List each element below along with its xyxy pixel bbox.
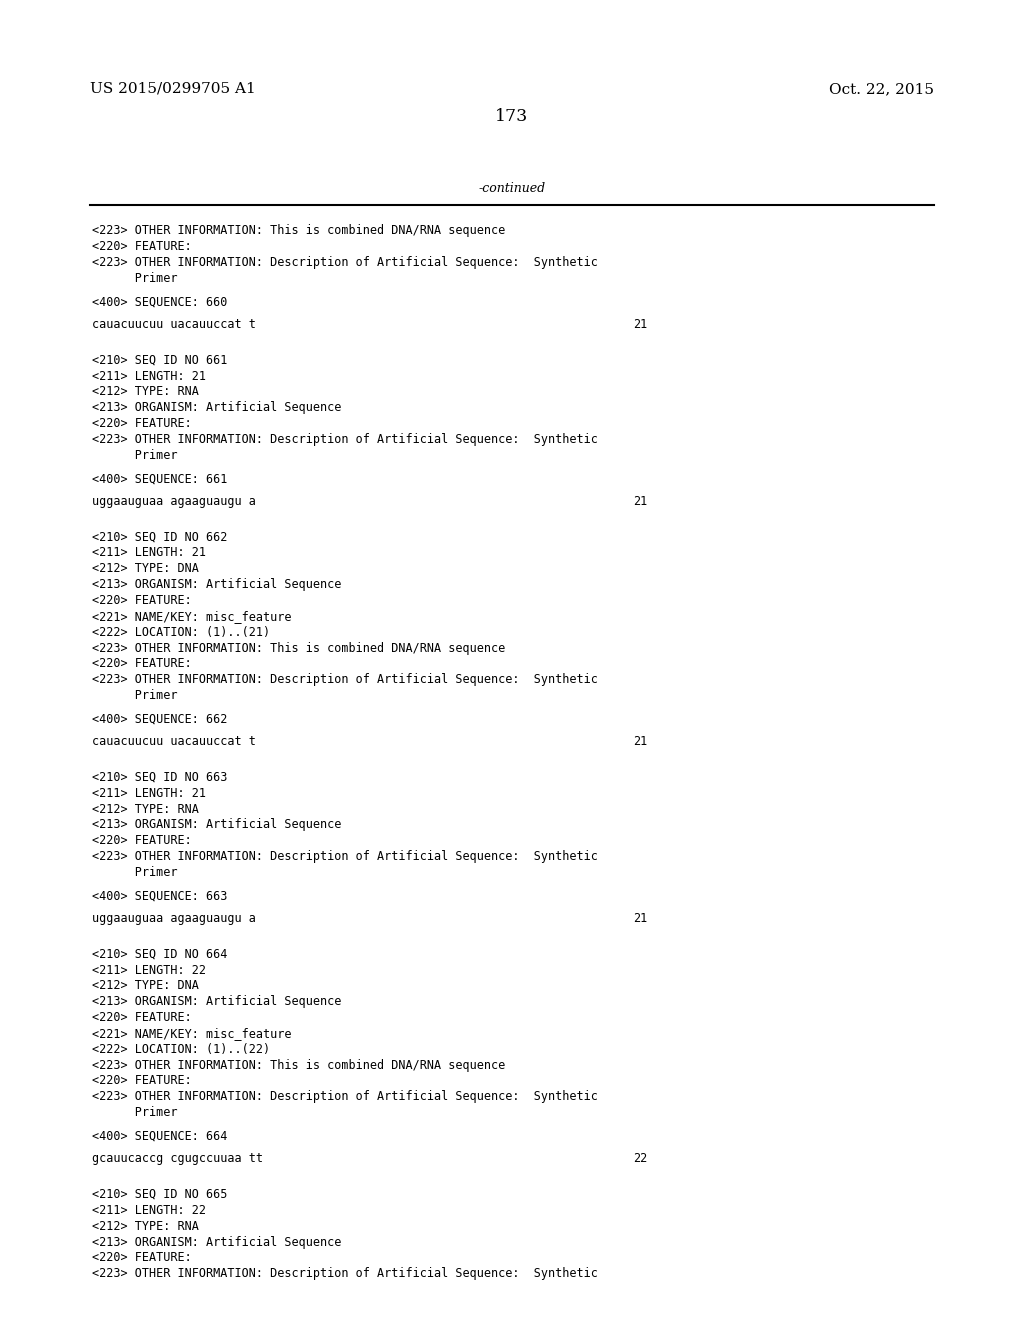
Text: <213> ORGANISM: Artificial Sequence: <213> ORGANISM: Artificial Sequence	[92, 818, 342, 832]
Text: <400> SEQUENCE: 663: <400> SEQUENCE: 663	[92, 890, 227, 903]
Text: 21: 21	[633, 318, 647, 331]
Text: <223> OTHER INFORMATION: Description of Artificial Sequence:  Synthetic: <223> OTHER INFORMATION: Description of …	[92, 433, 598, 446]
Text: 21: 21	[633, 495, 647, 508]
Text: <210> SEQ ID NO 661: <210> SEQ ID NO 661	[92, 354, 227, 367]
Text: <220> FEATURE:: <220> FEATURE:	[92, 657, 191, 671]
Text: <223> OTHER INFORMATION: Description of Artificial Sequence:  Synthetic: <223> OTHER INFORMATION: Description of …	[92, 850, 598, 863]
Text: gcauucaccg cgugccuuaa tt: gcauucaccg cgugccuuaa tt	[92, 1152, 263, 1166]
Text: <213> ORGANISM: Artificial Sequence: <213> ORGANISM: Artificial Sequence	[92, 995, 342, 1008]
Text: <212> TYPE: DNA: <212> TYPE: DNA	[92, 979, 199, 993]
Text: Oct. 22, 2015: Oct. 22, 2015	[828, 82, 934, 96]
Text: <211> LENGTH: 22: <211> LENGTH: 22	[92, 1204, 206, 1217]
Text: 21: 21	[633, 912, 647, 925]
Text: <210> SEQ ID NO 664: <210> SEQ ID NO 664	[92, 948, 227, 961]
Text: <210> SEQ ID NO 662: <210> SEQ ID NO 662	[92, 531, 227, 544]
Text: Primer: Primer	[92, 1106, 177, 1119]
Text: 173: 173	[496, 108, 528, 125]
Text: -continued: -continued	[478, 182, 546, 195]
Text: <223> OTHER INFORMATION: Description of Artificial Sequence:  Synthetic: <223> OTHER INFORMATION: Description of …	[92, 256, 598, 269]
Text: <223> OTHER INFORMATION: Description of Artificial Sequence:  Synthetic: <223> OTHER INFORMATION: Description of …	[92, 1267, 598, 1280]
Text: <212> TYPE: RNA: <212> TYPE: RNA	[92, 803, 199, 816]
Text: <220> FEATURE:: <220> FEATURE:	[92, 1011, 191, 1024]
Text: <213> ORGANISM: Artificial Sequence: <213> ORGANISM: Artificial Sequence	[92, 401, 342, 414]
Text: <400> SEQUENCE: 664: <400> SEQUENCE: 664	[92, 1130, 227, 1143]
Text: <223> OTHER INFORMATION: This is combined DNA/RNA sequence: <223> OTHER INFORMATION: This is combine…	[92, 642, 506, 655]
Text: <211> LENGTH: 22: <211> LENGTH: 22	[92, 964, 206, 977]
Text: <211> LENGTH: 21: <211> LENGTH: 21	[92, 370, 206, 383]
Text: uggaauguaa agaaguaugu a: uggaauguaa agaaguaugu a	[92, 495, 256, 508]
Text: 22: 22	[633, 1152, 647, 1166]
Text: <222> LOCATION: (1)..(22): <222> LOCATION: (1)..(22)	[92, 1043, 270, 1056]
Text: <213> ORGANISM: Artificial Sequence: <213> ORGANISM: Artificial Sequence	[92, 578, 342, 591]
Text: <221> NAME/KEY: misc_feature: <221> NAME/KEY: misc_feature	[92, 610, 292, 623]
Text: <210> SEQ ID NO 663: <210> SEQ ID NO 663	[92, 771, 227, 784]
Text: uggaauguaa agaaguaugu a: uggaauguaa agaaguaugu a	[92, 912, 256, 925]
Text: <212> TYPE: DNA: <212> TYPE: DNA	[92, 562, 199, 576]
Text: <400> SEQUENCE: 660: <400> SEQUENCE: 660	[92, 296, 227, 309]
Text: <221> NAME/KEY: misc_feature: <221> NAME/KEY: misc_feature	[92, 1027, 292, 1040]
Text: Primer: Primer	[92, 449, 177, 462]
Text: <220> FEATURE:: <220> FEATURE:	[92, 1251, 191, 1265]
Text: Primer: Primer	[92, 272, 177, 285]
Text: <220> FEATURE:: <220> FEATURE:	[92, 594, 191, 607]
Text: <400> SEQUENCE: 661: <400> SEQUENCE: 661	[92, 473, 227, 486]
Text: 21: 21	[633, 735, 647, 748]
Text: <220> FEATURE:: <220> FEATURE:	[92, 240, 191, 253]
Text: Primer: Primer	[92, 689, 177, 702]
Text: US 2015/0299705 A1: US 2015/0299705 A1	[90, 82, 256, 96]
Text: <220> FEATURE:: <220> FEATURE:	[92, 417, 191, 430]
Text: <223> OTHER INFORMATION: Description of Artificial Sequence:  Synthetic: <223> OTHER INFORMATION: Description of …	[92, 1090, 598, 1104]
Text: Primer: Primer	[92, 866, 177, 879]
Text: <212> TYPE: RNA: <212> TYPE: RNA	[92, 385, 199, 399]
Text: cauacuucuu uacauuccat t: cauacuucuu uacauuccat t	[92, 735, 256, 748]
Text: <213> ORGANISM: Artificial Sequence: <213> ORGANISM: Artificial Sequence	[92, 1236, 342, 1249]
Text: <222> LOCATION: (1)..(21): <222> LOCATION: (1)..(21)	[92, 626, 270, 639]
Text: <223> OTHER INFORMATION: This is combined DNA/RNA sequence: <223> OTHER INFORMATION: This is combine…	[92, 1059, 506, 1072]
Text: <223> OTHER INFORMATION: This is combined DNA/RNA sequence: <223> OTHER INFORMATION: This is combine…	[92, 224, 506, 238]
Text: <223> OTHER INFORMATION: Description of Artificial Sequence:  Synthetic: <223> OTHER INFORMATION: Description of …	[92, 673, 598, 686]
Text: <220> FEATURE:: <220> FEATURE:	[92, 834, 191, 847]
Text: <220> FEATURE:: <220> FEATURE:	[92, 1074, 191, 1088]
Text: <400> SEQUENCE: 662: <400> SEQUENCE: 662	[92, 713, 227, 726]
Text: cauacuucuu uacauuccat t: cauacuucuu uacauuccat t	[92, 318, 256, 331]
Text: <211> LENGTH: 21: <211> LENGTH: 21	[92, 546, 206, 560]
Text: <212> TYPE: RNA: <212> TYPE: RNA	[92, 1220, 199, 1233]
Text: <210> SEQ ID NO 665: <210> SEQ ID NO 665	[92, 1188, 227, 1201]
Text: <211> LENGTH: 21: <211> LENGTH: 21	[92, 787, 206, 800]
